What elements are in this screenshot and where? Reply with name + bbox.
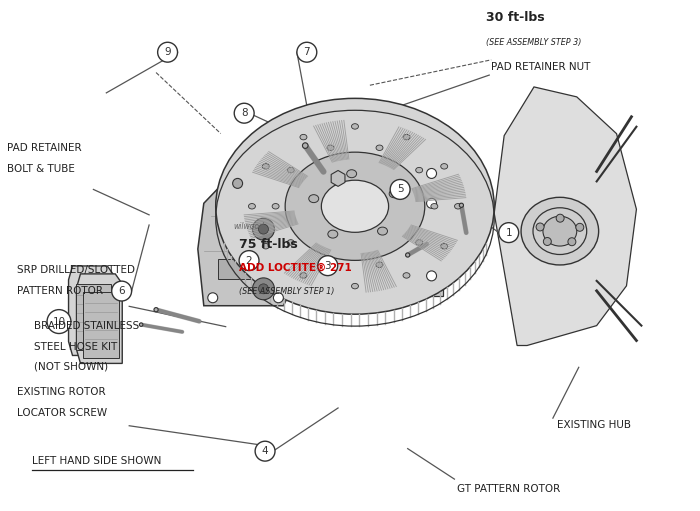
Ellipse shape [216,98,494,314]
Circle shape [258,284,268,294]
Circle shape [543,238,552,245]
Polygon shape [419,164,469,296]
Ellipse shape [262,164,270,169]
Circle shape [158,42,178,62]
Text: GT PATTERN ROTOR: GT PATTERN ROTOR [457,484,561,494]
Circle shape [112,281,132,301]
Ellipse shape [431,203,438,209]
Text: STEEL HOSE KIT: STEEL HOSE KIT [34,341,117,352]
Circle shape [568,238,576,246]
Text: 6: 6 [118,286,125,296]
Ellipse shape [416,240,423,245]
Ellipse shape [376,145,383,151]
Ellipse shape [351,124,358,129]
Circle shape [234,103,254,123]
Polygon shape [494,87,636,345]
Circle shape [318,256,337,275]
Text: 7: 7 [304,47,310,57]
Circle shape [253,278,274,300]
Ellipse shape [262,243,270,249]
Circle shape [459,203,463,207]
Text: PAD RETAINER NUT: PAD RETAINER NUT [491,62,591,72]
Text: 4: 4 [262,446,268,456]
Polygon shape [198,173,298,306]
Circle shape [499,223,519,243]
Text: 5: 5 [397,184,403,194]
Polygon shape [76,284,111,351]
Ellipse shape [441,243,448,249]
Text: ADD LOCTITE® 271: ADD LOCTITE® 271 [239,263,351,273]
Text: wilwood: wilwood [234,222,265,231]
Text: (SEE ASSEMBLY STEP 3): (SEE ASSEMBLY STEP 3) [486,38,582,47]
Text: (SEE ASSEMBLY STEP 1): (SEE ASSEMBLY STEP 1) [239,287,334,296]
Text: 75 ft-lbs: 75 ft-lbs [239,238,298,251]
Circle shape [556,214,564,222]
Ellipse shape [248,203,256,209]
Ellipse shape [287,240,294,245]
Text: 10: 10 [52,317,66,327]
Ellipse shape [300,134,307,140]
Circle shape [154,308,158,312]
Ellipse shape [377,227,388,235]
Ellipse shape [346,170,356,178]
Ellipse shape [441,164,448,169]
Ellipse shape [403,273,410,278]
Ellipse shape [287,168,294,173]
Text: 8: 8 [241,108,248,118]
Ellipse shape [285,152,425,261]
Ellipse shape [416,168,423,173]
Circle shape [258,224,268,234]
Text: LOCATOR SCREW: LOCATOR SCREW [17,408,107,417]
Circle shape [536,223,544,231]
Text: BRAIDED STAINLESS: BRAIDED STAINLESS [34,321,139,331]
Text: SRP DRILLED/SLOTTED: SRP DRILLED/SLOTTED [17,265,135,275]
Circle shape [297,42,317,62]
Polygon shape [218,259,274,279]
Text: 2: 2 [246,256,253,266]
Polygon shape [69,266,114,356]
Ellipse shape [543,216,577,246]
Circle shape [208,293,218,303]
Circle shape [47,310,71,334]
Text: 9: 9 [164,47,171,57]
Text: EXISTING HUB: EXISTING HUB [557,420,631,430]
Ellipse shape [300,273,307,278]
Text: BOLT & TUBE: BOLT & TUBE [7,164,75,174]
Text: 30 ft-lbs: 30 ft-lbs [486,11,545,24]
Ellipse shape [328,230,338,238]
Circle shape [239,250,259,270]
Text: EXISTING ROTOR: EXISTING ROTOR [17,387,106,397]
Polygon shape [76,274,122,363]
Circle shape [274,293,284,303]
Ellipse shape [327,262,334,267]
Ellipse shape [454,203,461,209]
Text: PAD RETAINER: PAD RETAINER [7,143,81,153]
Ellipse shape [403,134,410,140]
Circle shape [426,169,437,178]
Circle shape [302,143,308,148]
Circle shape [255,441,275,461]
Circle shape [232,178,243,189]
Circle shape [405,253,409,257]
Ellipse shape [389,190,399,198]
Ellipse shape [327,145,334,151]
Polygon shape [83,292,119,358]
Text: LEFT HAND SIDE SHOWN: LEFT HAND SIDE SHOWN [32,456,161,466]
Ellipse shape [376,262,383,267]
Ellipse shape [309,195,318,203]
Text: 3: 3 [324,261,331,271]
Circle shape [253,218,274,240]
Ellipse shape [272,203,279,209]
Text: (NOT SHOWN): (NOT SHOWN) [34,362,108,372]
Circle shape [390,179,410,199]
Ellipse shape [351,284,358,289]
Ellipse shape [521,197,598,265]
Ellipse shape [321,180,388,233]
Circle shape [426,271,437,281]
Text: PATTERN ROTOR: PATTERN ROTOR [17,286,103,296]
Text: 1: 1 [505,227,512,238]
Circle shape [139,323,143,327]
Circle shape [576,223,584,231]
Circle shape [426,198,437,208]
